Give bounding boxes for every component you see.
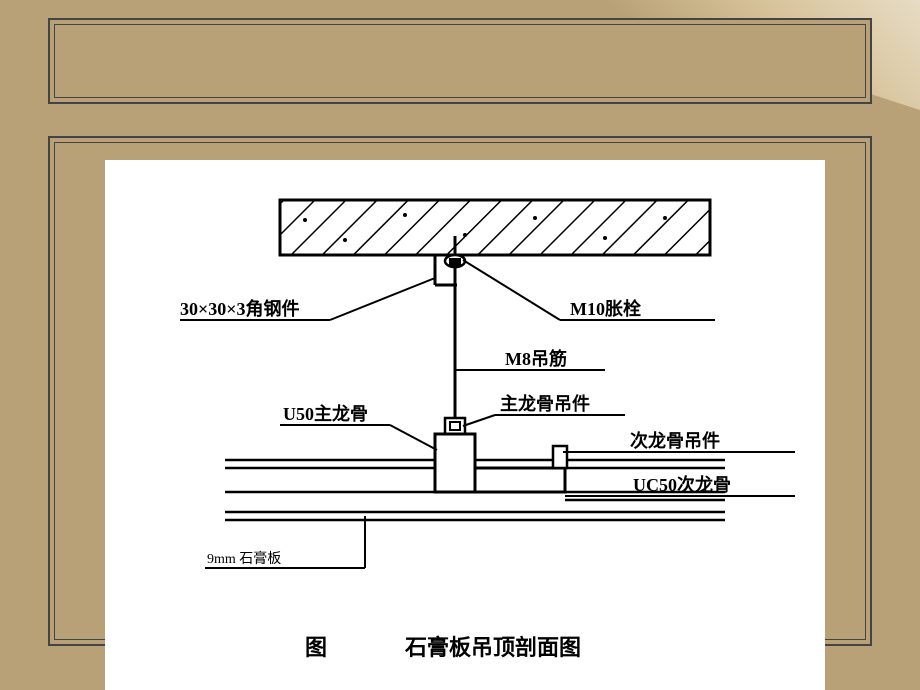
label-gypsum: 9mm 石膏板 xyxy=(205,516,365,568)
label-m8-hanger: M8吊筋 xyxy=(456,348,605,370)
diagram-caption: 图 石膏板吊顶剖面图 xyxy=(305,635,581,660)
svg-text:30×30×3角钢件: 30×30×3角钢件 xyxy=(180,298,300,319)
title-frame-inner xyxy=(54,24,866,98)
svg-text:主龙骨吊件: 主龙骨吊件 xyxy=(500,393,590,414)
svg-text:次龙骨吊件: 次龙骨吊件 xyxy=(630,430,720,451)
section-diagram: 30×30×3角钢件 M10胀栓 M8吊筋 U50主龙骨 xyxy=(105,160,825,690)
label-sub-hanger: 次龙骨吊件 xyxy=(563,430,795,452)
concrete-slab xyxy=(280,200,710,255)
title-frame xyxy=(48,18,872,104)
main-keel-hanger xyxy=(445,418,465,434)
svg-text:9mm 石膏板: 9mm 石膏板 xyxy=(207,550,281,567)
svg-text:M8吊筋: M8吊筋 xyxy=(505,348,567,369)
svg-text:石膏板吊顶剖面图: 石膏板吊顶剖面图 xyxy=(404,635,581,660)
u50-main-keel xyxy=(435,434,475,492)
label-m10-bolt: M10胀栓 xyxy=(463,260,715,320)
svg-text:图: 图 xyxy=(305,635,327,660)
svg-text:M10胀栓: M10胀栓 xyxy=(570,298,641,319)
diagram-panel: 30×30×3角钢件 M10胀栓 M8吊筋 U50主龙骨 xyxy=(105,160,825,690)
slide: 30×30×3角钢件 M10胀栓 M8吊筋 U50主龙骨 xyxy=(0,0,920,690)
label-u50-main: U50主龙骨 xyxy=(280,403,437,450)
label-angle-steel: 30×30×3角钢件 xyxy=(180,278,435,320)
svg-text:U50主龙骨: U50主龙骨 xyxy=(283,403,368,424)
label-main-hanger: 主龙骨吊件 xyxy=(463,393,625,426)
svg-text:UC50次龙骨: UC50次龙骨 xyxy=(633,474,731,495)
